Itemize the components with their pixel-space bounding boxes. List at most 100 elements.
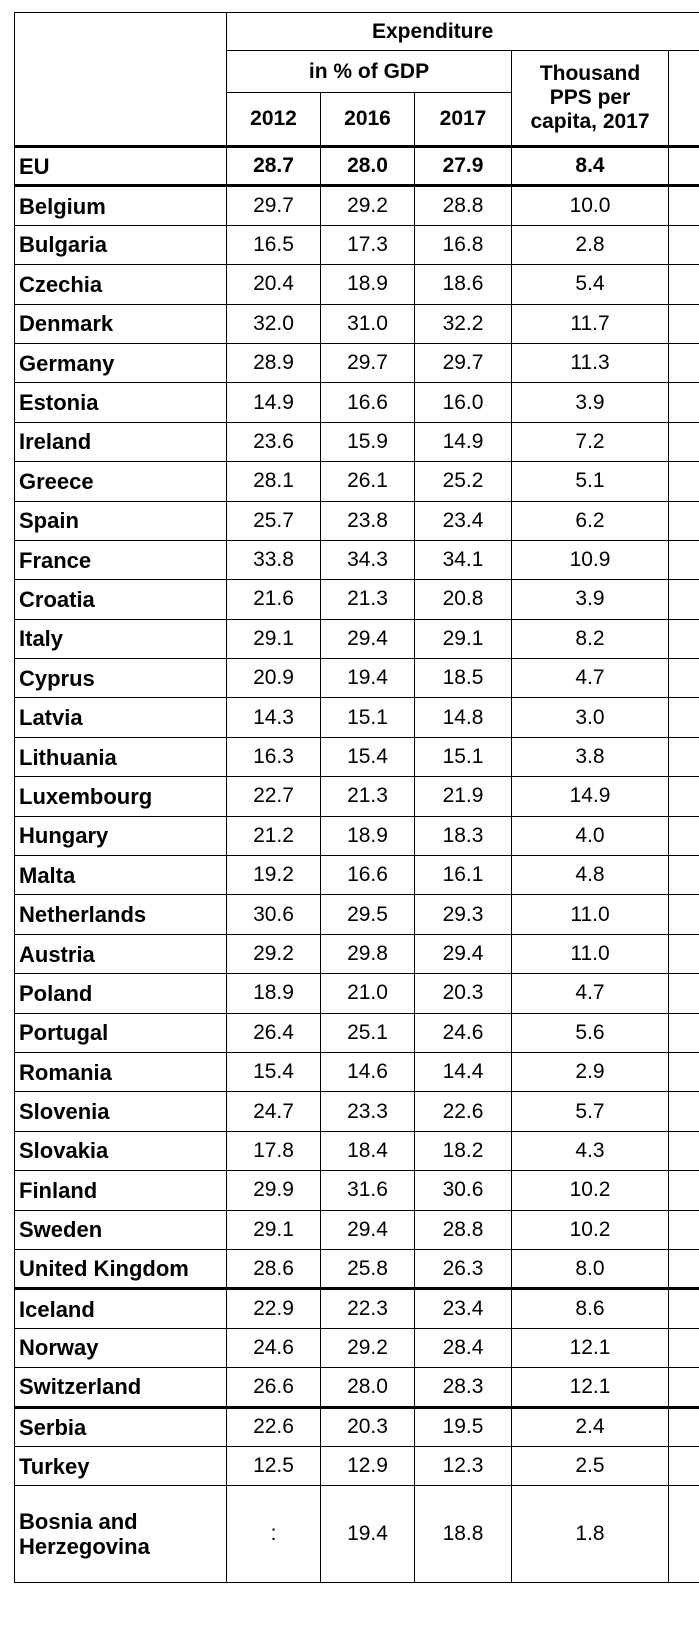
country-cell: Hungary	[14, 815, 227, 857]
value-cell: 11.7	[511, 303, 669, 344]
table-row: Iceland 22.9 22.3 23.4 8.6	[14, 1287, 699, 1329]
table-row: Slovakia 17.8 18.4 18.2 4.3	[14, 1130, 699, 1172]
cut-cell	[667, 1485, 699, 1584]
cut-cell	[667, 500, 699, 541]
table-row: Estonia 14.9 16.6 16.0 3.9	[14, 382, 699, 423]
table-row: Czechia 20.4 18.9 18.6 5.4	[14, 264, 699, 305]
data-table: Expenditure in % of GDP Thousand PPS per…	[14, 12, 699, 1584]
value-cell: 11.3	[511, 342, 669, 384]
cut-cell	[667, 461, 699, 502]
value-cell: 18.6	[414, 264, 512, 305]
value-cell: 19.4	[320, 1485, 415, 1584]
value-cell: 4.0	[511, 815, 669, 857]
value-cell: 8.2	[511, 618, 669, 660]
cut-cell	[667, 184, 699, 226]
country-cell: Serbia	[14, 1405, 227, 1447]
table-row: Italy 29.1 29.4 29.1 8.2	[14, 618, 699, 660]
country-cell: Croatia	[14, 579, 227, 620]
value-cell: 25.1	[320, 1012, 415, 1053]
value-cell: 5.1	[511, 461, 669, 502]
value-cell: 10.2	[511, 1209, 669, 1250]
country-cell: Germany	[14, 342, 227, 384]
value-cell: 19.5	[414, 1405, 512, 1447]
value-cell: 8.0	[511, 1248, 669, 1290]
cut-cell	[667, 776, 699, 817]
country-cell: Portugal	[14, 1012, 227, 1053]
value-cell: 2.5	[511, 1445, 669, 1487]
cut-cell	[667, 1170, 699, 1211]
year-cell: 2017	[414, 92, 512, 147]
value-cell: 18.9	[320, 264, 415, 305]
value-cell: 20.9	[226, 658, 321, 699]
value-cell: 32.0	[226, 303, 321, 344]
cut-cell	[667, 50, 699, 147]
value-cell: 22.3	[320, 1287, 415, 1329]
table-row: Greece 28.1 26.1 25.2 5.1	[14, 461, 699, 502]
value-cell: 25.2	[414, 461, 512, 502]
value-cell: 29.9	[226, 1170, 321, 1211]
cut-cell	[667, 382, 699, 423]
cut-cell	[667, 1367, 699, 1408]
value-cell: 27.9	[414, 144, 512, 188]
value-cell: 14.9	[511, 776, 669, 817]
value-cell: 31.6	[320, 1170, 415, 1211]
value-cell: 14.8	[414, 697, 512, 738]
value-cell: 28.8	[414, 184, 512, 226]
value-cell: 10.9	[511, 539, 669, 581]
value-cell: 20.3	[414, 973, 512, 1014]
value-cell: 18.9	[226, 973, 321, 1014]
country-cell: Slovenia	[14, 1091, 227, 1132]
value-cell: 34.3	[320, 539, 415, 581]
value-cell: 16.5	[226, 224, 321, 266]
header-cell: in % of GDP	[226, 50, 512, 93]
country-cell: Ireland	[14, 421, 227, 463]
table-row: Ireland 23.6 15.9 14.9 7.2	[14, 421, 699, 463]
value-cell: 32.2	[414, 303, 512, 344]
table-row: Denmark 32.0 31.0 32.2 11.7	[14, 303, 699, 344]
table-row: France 33.8 34.3 34.1 10.9	[14, 539, 699, 581]
country-cell: Austria	[14, 933, 227, 975]
value-cell: 29.1	[414, 618, 512, 660]
value-cell: 2.8	[511, 224, 669, 266]
cut-cell	[667, 736, 699, 778]
header-cell: Expenditure	[225, 12, 699, 51]
cut-cell	[667, 1051, 699, 1093]
cut-cell	[667, 539, 699, 581]
table-row: Lithuania 16.3 15.4 15.1 3.8	[14, 736, 699, 778]
country-cell: Spain	[14, 500, 227, 541]
corner-cell	[14, 12, 227, 147]
table-body: Expenditure in % of GDP Thousand PPS per…	[14, 12, 699, 1584]
country-cell: Romania	[14, 1051, 227, 1093]
value-cell: 23.8	[320, 500, 415, 541]
value-cell: 18.4	[320, 1130, 415, 1172]
value-cell: 24.7	[226, 1091, 321, 1132]
value-cell: 21.3	[320, 776, 415, 817]
value-cell: 26.4	[226, 1012, 321, 1053]
table-row: Portugal 26.4 25.1 24.6 5.6	[14, 1012, 699, 1053]
cut-cell	[667, 1209, 699, 1250]
value-cell: 12.5	[226, 1445, 321, 1487]
header-row: in % of GDP Thousand PPS per capita, 201…	[15, 50, 699, 147]
cut-cell	[667, 1130, 699, 1172]
value-cell: 29.4	[414, 933, 512, 975]
country-cell: Latvia	[14, 697, 227, 738]
table-row: Croatia 21.6 21.3 20.8 3.9	[14, 579, 699, 620]
country-cell: Denmark	[14, 303, 227, 344]
value-cell: 2.4	[511, 1405, 669, 1447]
value-cell: 23.4	[414, 500, 512, 541]
table-row: Poland 18.9 21.0 20.3 4.7	[14, 973, 699, 1014]
value-cell: 14.9	[226, 382, 321, 423]
table-row: Spain 25.7 23.8 23.4 6.2	[14, 500, 699, 541]
cut-cell	[667, 894, 699, 935]
value-cell: 24.6	[414, 1012, 512, 1053]
country-cell: Lithuania	[14, 736, 227, 778]
value-cell: 6.2	[511, 500, 669, 541]
country-cell: Malta	[14, 855, 227, 896]
value-cell: 22.6	[226, 1405, 321, 1447]
cut-cell	[667, 1287, 699, 1329]
table-row: Romania 15.4 14.6 14.4 2.9	[14, 1051, 699, 1093]
value-cell: 29.2	[226, 933, 321, 975]
value-cell: 15.4	[320, 736, 415, 778]
value-cell: 5.7	[511, 1091, 669, 1132]
